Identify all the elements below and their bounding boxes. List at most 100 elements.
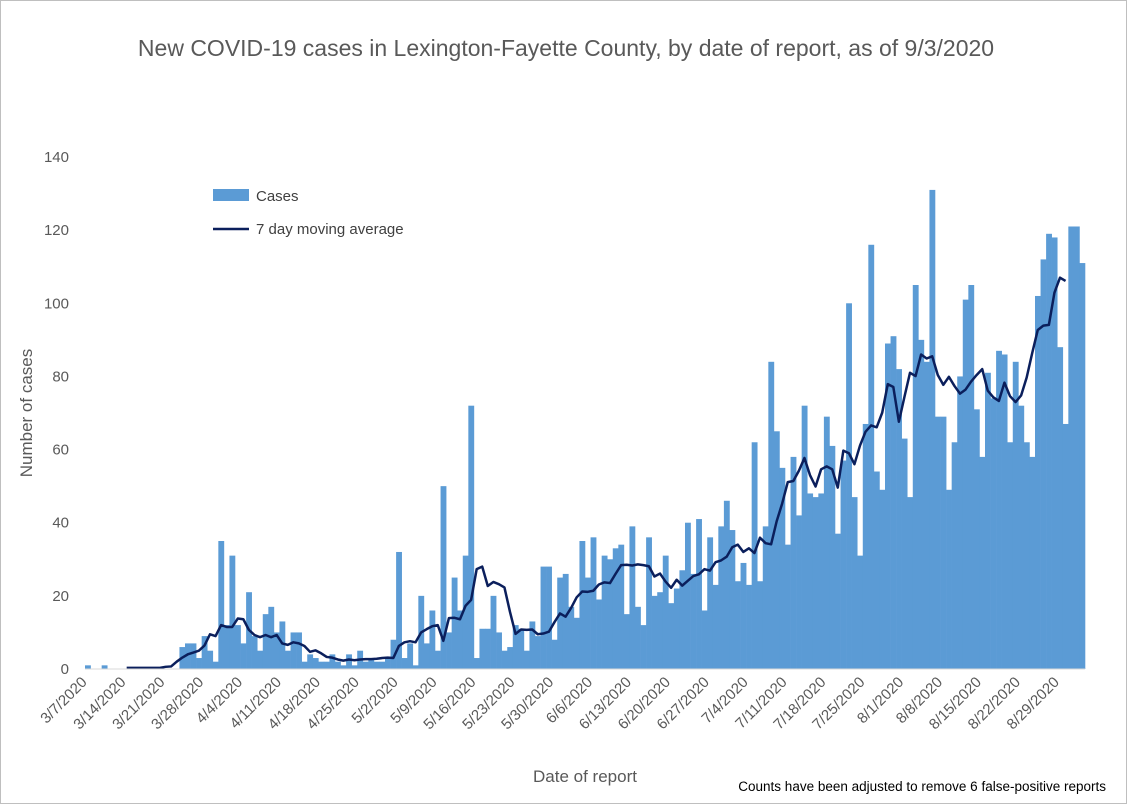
- y-axis-ticks: 0 20 40 60 80 100 120 140: [44, 149, 69, 678]
- case-bar: [223, 625, 230, 669]
- case-bar: [346, 654, 352, 669]
- case-bar: [651, 595, 658, 669]
- case-bar: [640, 625, 647, 669]
- y-tick-label: 60: [52, 442, 69, 459]
- case-bar: [335, 661, 341, 669]
- y-tick-label: 80: [52, 368, 69, 385]
- case-bar: [801, 405, 808, 669]
- case-bar: [301, 661, 308, 669]
- case-bar: [190, 643, 197, 669]
- case-bar: [612, 548, 619, 669]
- moving-average-line: [126, 276, 1067, 670]
- y-tick-label: 140: [44, 149, 69, 166]
- case-bar: [496, 632, 502, 669]
- case-bar: [596, 599, 602, 669]
- case-bar: [940, 416, 947, 669]
- case-bar: [396, 551, 402, 669]
- case-bar: [979, 456, 986, 669]
- case-bar: [629, 526, 636, 669]
- case-bar: [101, 665, 108, 669]
- case-bar: [318, 661, 325, 669]
- case-bar: [1057, 347, 1064, 669]
- case-bar: [996, 350, 1002, 669]
- case-bar: [451, 577, 458, 669]
- case-bar: [668, 603, 675, 669]
- case-bar: [1018, 405, 1025, 669]
- case-bar: [823, 416, 830, 669]
- case-bar: [446, 632, 452, 669]
- case-bar: [212, 661, 219, 669]
- case-bar: [351, 665, 358, 669]
- case-bar: [579, 541, 586, 669]
- case-bar: [990, 398, 997, 669]
- legend-swatch-cases: [213, 189, 249, 201]
- legend-label-cases: Cases: [256, 188, 299, 205]
- case-bar: [957, 376, 964, 669]
- y-axis-title: Number of cases: [17, 349, 36, 478]
- case-bar: [696, 519, 702, 669]
- case-bar: [196, 658, 202, 669]
- case-bar: [851, 497, 858, 669]
- case-bar: [262, 614, 269, 669]
- case-bar: [462, 555, 469, 669]
- case-bar: [546, 566, 552, 669]
- case-bar: [701, 610, 708, 669]
- case-bar: [601, 555, 608, 669]
- case-bar: [185, 643, 191, 669]
- case-bar: [962, 299, 969, 669]
- y-tick-label: 40: [52, 515, 69, 532]
- x-axis-title: Date of report: [533, 767, 637, 786]
- case-bar: [768, 361, 775, 669]
- case-bar: [735, 581, 741, 669]
- case-bar: [751, 442, 758, 669]
- case-bar: [840, 460, 847, 669]
- case-bar: [901, 438, 908, 669]
- case-bar: [785, 544, 791, 669]
- case-bar: [746, 584, 752, 669]
- case-bar: [1051, 237, 1058, 669]
- case-bar: [929, 189, 936, 669]
- case-bar: [890, 336, 897, 669]
- case-bar: [312, 658, 319, 669]
- case-bar: [712, 584, 719, 669]
- case-bar: [829, 445, 836, 669]
- case-bar: [896, 369, 902, 669]
- case-bar: [401, 658, 408, 669]
- case-bar: [251, 636, 258, 669]
- case-bar: [646, 537, 652, 669]
- case-bar: [507, 647, 514, 669]
- case-bar: [685, 522, 691, 669]
- y-tick-label: 100: [44, 295, 69, 312]
- case-bar: [796, 515, 802, 669]
- y-tick-label: 0: [61, 661, 69, 678]
- y-tick-label: 20: [52, 588, 69, 605]
- case-bar: [1029, 456, 1036, 669]
- case-bar: [1012, 361, 1019, 669]
- case-bar: [535, 636, 541, 669]
- case-bar: [285, 650, 291, 669]
- legend-label-moving-average: 7 day moving average: [256, 221, 404, 238]
- case-bar: [423, 643, 430, 669]
- case-bar: [729, 530, 736, 669]
- case-bar: [846, 303, 852, 669]
- case-bar: [562, 573, 569, 669]
- case-bar: [390, 639, 397, 669]
- case-bar: [407, 643, 414, 669]
- case-bar: [240, 643, 247, 669]
- case-bar: [918, 339, 925, 669]
- case-bar: [946, 489, 952, 669]
- case-bar: [590, 537, 597, 669]
- case-bar: [1023, 442, 1030, 669]
- case-bar: [673, 588, 680, 669]
- case-bar: [879, 489, 886, 669]
- case-bar: [923, 361, 930, 669]
- case-bar: [512, 625, 519, 669]
- case-bar: [762, 526, 769, 669]
- case-bar: [385, 658, 391, 669]
- case-bar: [585, 577, 591, 669]
- case-bar: [557, 577, 564, 669]
- case-bar: [623, 614, 630, 669]
- case-bar: [718, 526, 725, 669]
- case-bar: [951, 442, 958, 669]
